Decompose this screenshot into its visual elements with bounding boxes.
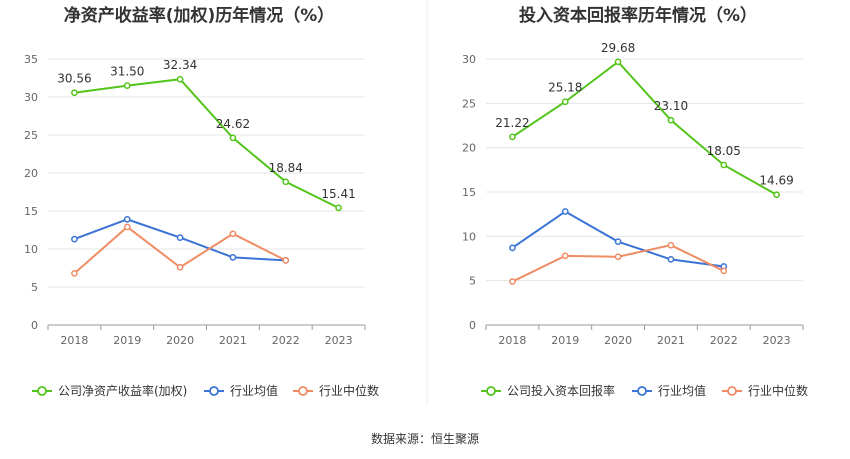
- x-tick-label: 2020: [604, 334, 632, 347]
- legend-swatch-marker: [637, 386, 647, 396]
- legend-swatch-marker: [298, 386, 308, 396]
- data-point: [667, 256, 675, 263]
- data-label: 25.18: [548, 81, 582, 95]
- chart-panel-1: 净资产收益率(加权)历年情况（%） 0 5 10 15 20 25 30 35 2018 2019 2…: [24, 5, 379, 398]
- legend-swatch-marker: [727, 386, 737, 396]
- y-tick-label: 35: [24, 53, 38, 66]
- data-point: [509, 244, 516, 252]
- y-tick-label: 10: [462, 230, 476, 243]
- data-label: 32.34: [163, 58, 197, 72]
- legend-item-3: 行业中位数: [293, 383, 379, 398]
- legend-swatch-marker: [486, 386, 496, 396]
- chart-panel-2: 投入资本回报率历年情况（%） 0 5 10 15 20 25 30 2018 2019 2020 20…: [462, 5, 808, 398]
- data-point: [720, 161, 728, 169]
- y-tick-label: 15: [462, 186, 476, 199]
- data-point: [720, 267, 728, 275]
- data-point: [229, 254, 237, 261]
- data-point: [229, 134, 237, 142]
- legend-label: 行业中位数: [748, 383, 808, 398]
- y-tick-label: 30: [462, 53, 476, 66]
- legend-swatch-marker: [209, 386, 219, 396]
- y-tick-label: 15: [24, 205, 38, 218]
- data-label: 31.50: [110, 65, 144, 79]
- data-label: 23.10: [654, 99, 688, 113]
- data-point: [667, 116, 675, 124]
- data-label: 18.05: [707, 144, 741, 158]
- chart-title: 投入资本回报率历年情况（%）: [519, 5, 757, 26]
- x-tick-label: 2021: [219, 334, 247, 347]
- x-tick-label: 2023: [325, 334, 353, 347]
- y-tick-label: 5: [469, 275, 476, 288]
- data-point: [71, 89, 78, 97]
- x-tick-label: 2018: [60, 334, 88, 347]
- data-point: [509, 133, 516, 141]
- y-tick-label: 20: [24, 167, 38, 180]
- data-point: [335, 204, 342, 212]
- data-point: [176, 75, 184, 83]
- legend-item-1: 公司净资产收益率(加权): [32, 383, 187, 398]
- legend-swatch-marker: [37, 386, 47, 396]
- data-point: [71, 235, 78, 243]
- legend-label: 公司投入资本回报率: [507, 383, 615, 398]
- y-tick-label: 25: [24, 129, 38, 142]
- x-tick-label: 2019: [113, 334, 141, 347]
- data-point: [773, 191, 780, 199]
- x-tick-label: 2019: [551, 334, 579, 347]
- data-label: 30.56: [57, 72, 91, 86]
- data-point: [667, 241, 675, 249]
- series-line-3: [511, 244, 725, 283]
- y-tick-label: 25: [462, 97, 476, 110]
- data-point: [561, 208, 569, 215]
- data-point: [123, 223, 131, 231]
- y-tick-label: 0: [469, 319, 476, 332]
- legend-label: 行业均值: [230, 383, 278, 398]
- data-label: 24.62: [216, 117, 250, 131]
- data-point: [123, 82, 131, 89]
- data-point: [176, 263, 184, 271]
- data-point: [71, 269, 78, 277]
- x-tick-label: 2023: [763, 334, 791, 347]
- legend-item-3: 行业中位数: [722, 383, 808, 398]
- y-tick-label: 20: [462, 142, 476, 155]
- series-line-1: [511, 60, 778, 196]
- data-label: 29.68: [601, 41, 635, 55]
- data-label: 18.84: [269, 161, 303, 175]
- y-tick-label: 0: [31, 319, 38, 332]
- y-tick-label: 5: [31, 281, 38, 294]
- x-tick-label: 2022: [710, 334, 738, 347]
- data-label: 14.69: [759, 174, 793, 188]
- legend-label: 行业中位数: [319, 383, 379, 398]
- x-tick-label: 2022: [272, 334, 300, 347]
- x-tick-label: 2018: [498, 334, 526, 347]
- data-point: [229, 230, 237, 238]
- data-point: [614, 238, 622, 246]
- x-tick-label: 2021: [657, 334, 685, 347]
- legend-item-1: 公司投入资本回报率: [481, 383, 615, 398]
- legend-label: 公司净资产收益率(加权): [58, 383, 187, 398]
- data-point: [282, 178, 290, 186]
- data-label: 21.22: [495, 116, 529, 130]
- data-point: [614, 58, 622, 66]
- data-point: [561, 252, 569, 260]
- legend-item-2: 行业均值: [632, 383, 706, 398]
- x-tick-label: 2020: [166, 334, 194, 347]
- data-point: [561, 98, 569, 106]
- legend-item-2: 行业均值: [204, 383, 278, 398]
- legend-label: 行业均值: [658, 383, 706, 398]
- data-point: [123, 216, 131, 223]
- series-line-1: [74, 78, 340, 209]
- data-point: [614, 253, 622, 261]
- data-point: [176, 234, 184, 241]
- data-label: 15.41: [321, 187, 355, 201]
- chart-title: 净资产收益率(加权)历年情况（%）: [64, 5, 335, 26]
- source-text: 数据来源：恒生聚源: [371, 431, 479, 446]
- y-tick-label: 30: [24, 91, 38, 104]
- data-point: [282, 257, 290, 264]
- y-tick-label: 10: [24, 243, 38, 256]
- data-point: [509, 278, 516, 285]
